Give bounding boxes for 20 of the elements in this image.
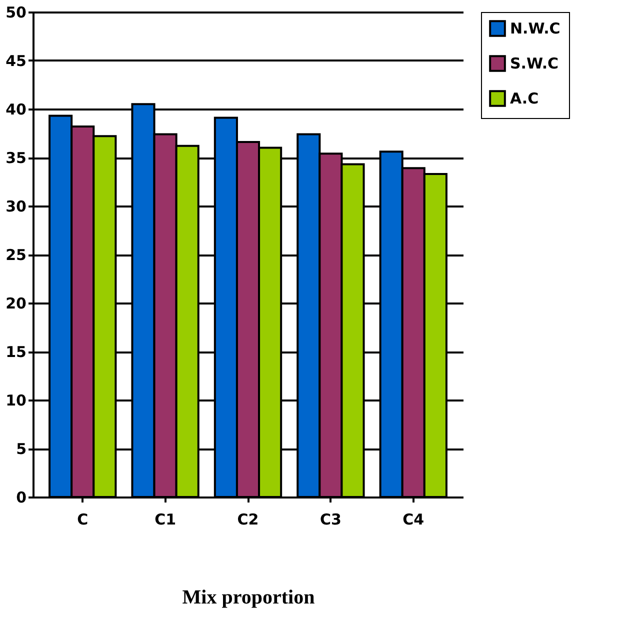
y-tick-label: 0 bbox=[16, 488, 26, 506]
x-axis-title: Mix proportion bbox=[182, 586, 315, 608]
y-tick-label: 45 bbox=[6, 52, 26, 70]
y-tick-label: 30 bbox=[6, 198, 26, 216]
y-tick-label: 5 bbox=[16, 440, 26, 458]
x-tick-label: C1 bbox=[154, 510, 176, 528]
x-tick-label: C bbox=[77, 510, 88, 528]
y-tick-label: 25 bbox=[6, 246, 26, 264]
y-tick-label: 50 bbox=[6, 4, 26, 22]
y-tick-label: 10 bbox=[6, 392, 26, 410]
y-tick-label: 40 bbox=[6, 100, 26, 118]
y-tick-label: 20 bbox=[6, 294, 26, 312]
x-tick-label: C2 bbox=[237, 510, 259, 528]
legend-label: S.W.C bbox=[510, 54, 559, 72]
legend-label: A.C bbox=[510, 90, 539, 108]
legend-label: N.W.C bbox=[510, 20, 560, 38]
x-tick-label: C3 bbox=[320, 510, 342, 528]
y-tick-label: 15 bbox=[6, 343, 26, 361]
x-tick-label: C4 bbox=[402, 510, 424, 528]
y-tick-label: 35 bbox=[6, 149, 26, 167]
